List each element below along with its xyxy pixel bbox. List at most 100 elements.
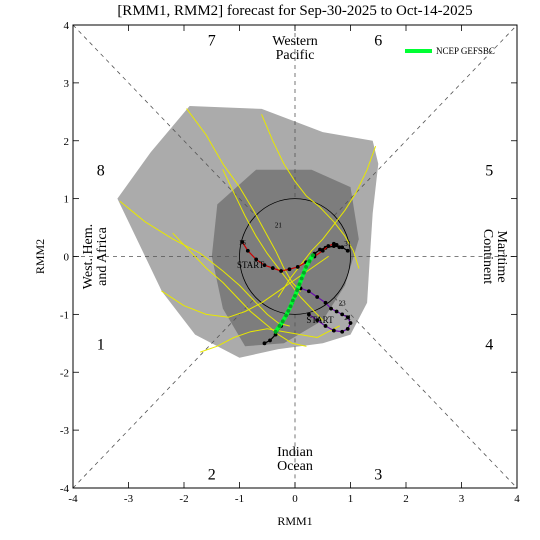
ensemble-member-line [186, 108, 301, 292]
x-tick-label: 4 [514, 493, 520, 505]
region-label-line: Pacific [276, 48, 315, 63]
series-point [245, 248, 250, 253]
side-region-label-line: West. Hem. [81, 224, 96, 289]
series-point [345, 326, 350, 331]
phase-guides [72, 24, 518, 489]
y-tick-label: 0 [64, 252, 70, 264]
series-point [320, 248, 325, 253]
series-point [287, 267, 292, 272]
series-point [340, 312, 345, 317]
region-label-line: Ocean [277, 459, 313, 474]
side-region-label-line: Continent [480, 229, 495, 284]
y-tick-label: 3 [64, 78, 70, 90]
y-tick-label: 4 [64, 20, 70, 32]
x-tick-label: -4 [68, 493, 78, 505]
y-tick-label: -4 [60, 483, 70, 495]
ensemble-member-line [172, 232, 307, 347]
ensemble-spread-shading [117, 106, 379, 358]
series-point [315, 318, 320, 323]
series-point [288, 304, 293, 309]
series-point [293, 293, 297, 298]
side-region-label: West. Hem.and Africa [81, 224, 110, 289]
series-point [262, 263, 267, 268]
series-point [295, 265, 300, 269]
series-point [334, 243, 339, 247]
x-tick-label: 1 [348, 493, 354, 505]
y-tick-label: -2 [60, 367, 69, 379]
series-point [348, 321, 353, 325]
series-point [295, 288, 300, 292]
y-tick-label: 1 [64, 194, 70, 206]
series-point [284, 313, 289, 318]
series-point [297, 282, 302, 287]
day-label: 16 [239, 239, 247, 247]
start-label: START [306, 315, 334, 325]
x-tick-label: 3 [459, 493, 465, 505]
phase-label-2: 2 [208, 467, 216, 484]
series-point [315, 295, 320, 299]
x-axis-label: RMM1 [277, 514, 312, 528]
series-point [307, 259, 312, 264]
phase-label-6: 6 [374, 32, 382, 49]
ensemble-member-line [261, 114, 360, 269]
series-point [326, 244, 331, 248]
series-point [277, 324, 282, 328]
start-label: START [237, 260, 265, 270]
day-label: 31 [344, 240, 352, 248]
side-region-label: MaritimeContinent [480, 229, 509, 284]
x-tick-label: -3 [124, 493, 134, 505]
inner-spread-area [211, 169, 359, 347]
diagonal-guide [333, 297, 518, 489]
phase-label-1: 1 [97, 336, 105, 353]
series-point [290, 298, 295, 303]
region-label-line: Indian [277, 445, 313, 460]
series-point [331, 328, 336, 333]
series-point [301, 270, 306, 275]
series-point [345, 315, 350, 320]
x-tick-label: 0 [292, 493, 298, 505]
ensemble-member-line [222, 169, 324, 321]
series-point [329, 306, 333, 311]
series-point [334, 309, 339, 314]
series-point [299, 276, 304, 281]
phase-label-8: 8 [97, 163, 105, 180]
legend: NCEP GEFSBC [405, 46, 495, 56]
legend-entry: NCEP GEFSBC [436, 46, 495, 56]
series-point [270, 266, 275, 270]
day-label: 23 [339, 300, 347, 308]
region-label: Western Pacific [272, 34, 318, 63]
series-point [337, 245, 342, 250]
chart-title: [RMM1, RMM2] forecast for Sep-30-2025 to… [117, 3, 472, 19]
y-tick-label: -1 [60, 309, 69, 321]
series-point [240, 240, 245, 244]
y-tick-label: -3 [60, 425, 70, 437]
region-label-line: Western [272, 34, 318, 49]
series-point [340, 329, 345, 334]
forecast-series [119, 108, 376, 353]
series-point [279, 269, 284, 273]
series-point [340, 245, 345, 250]
region-label: Indian Ocean [277, 445, 313, 474]
series-point [280, 319, 285, 324]
series-point [273, 329, 278, 334]
series-point [310, 253, 315, 258]
phase-label-7: 7 [208, 32, 216, 49]
phase-label-5: 5 [485, 163, 493, 180]
day-label: 21 [275, 222, 283, 230]
series-point [254, 257, 259, 262]
y-tick-label: 2 [64, 136, 70, 148]
series-point [306, 312, 311, 317]
day-label: 21 [344, 314, 352, 322]
series-point [273, 332, 278, 337]
phase-label-3: 3 [374, 467, 382, 484]
series-point [323, 300, 328, 305]
series-point [304, 265, 308, 269]
x-tick-label: -2 [179, 493, 188, 505]
series-point [268, 338, 272, 343]
y-axis-label: RMM2 [33, 239, 47, 274]
side-region-label-line: and Africa [95, 226, 110, 285]
ensemble-member-line [119, 201, 290, 327]
series-point [323, 324, 328, 328]
